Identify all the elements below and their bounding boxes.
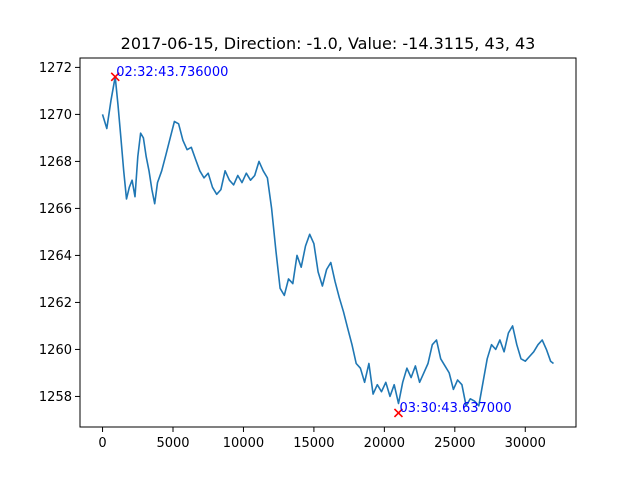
- marker-1: 03:30:43.637000: [393, 401, 512, 418]
- y-tick-label-4: 1266: [39, 202, 72, 217]
- y-tick-label-0: 1258: [39, 390, 72, 405]
- plot-content: 02:32:43.736000 03:30:43.637000: [101, 65, 554, 418]
- chart-title: 2017-06-15, Direction: -1.0, Value: -14.…: [121, 34, 536, 53]
- y-axis: 1258 1260 1262 1264 1266 1268 1270 1272: [39, 61, 80, 405]
- marker-cross-0: [110, 72, 120, 82]
- y-tick-label-6: 1270: [39, 108, 72, 123]
- x-tick-label-4: 20000: [364, 436, 405, 451]
- marker-label-0: 02:32:43.736000: [116, 65, 228, 80]
- y-tick-label-1: 1260: [39, 343, 72, 358]
- marker-cross-1: [393, 408, 404, 418]
- plot-frame: [79, 57, 577, 428]
- y-tick-label-2: 1262: [39, 296, 72, 311]
- y-tick-label-5: 1268: [39, 155, 72, 170]
- marker-0: 02:32:43.736000: [110, 65, 228, 82]
- x-axis: 0 5000 10000 15000 20000 25000 30000: [98, 427, 546, 451]
- x-tick-label-0: 0: [98, 436, 106, 451]
- x-tick-label-6: 30000: [505, 436, 546, 451]
- series-line-0: [101, 76, 554, 407]
- x-tick-label-3: 15000: [293, 436, 334, 451]
- x-tick-label-5: 25000: [434, 436, 475, 451]
- y-tick-label-7: 1272: [39, 61, 72, 76]
- y-tick-label-3: 1264: [39, 249, 72, 264]
- marker-label-1: 03:30:43.637000: [399, 401, 511, 416]
- x-tick-label-1: 5000: [156, 436, 189, 451]
- x-tick-label-2: 10000: [223, 436, 264, 451]
